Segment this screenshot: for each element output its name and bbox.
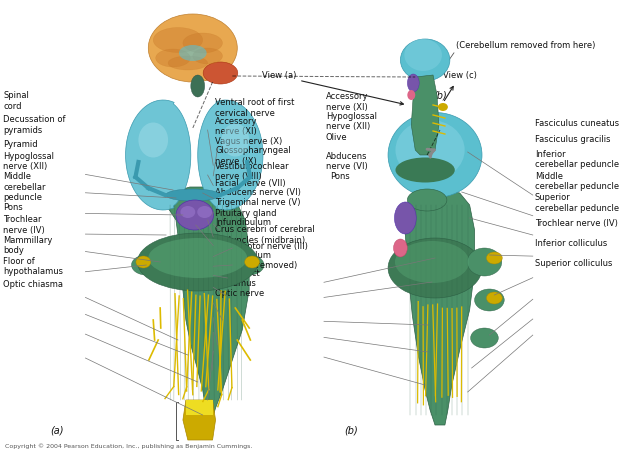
Ellipse shape [136,256,151,268]
Text: Superior colliculus: Superior colliculus [534,259,612,269]
Ellipse shape [407,189,447,211]
Ellipse shape [138,123,168,157]
Text: Inferior colliculus: Inferior colliculus [534,239,607,248]
Text: Infundibulum
(pituitary removed): Infundibulum (pituitary removed) [215,251,298,270]
Ellipse shape [467,248,502,276]
Ellipse shape [396,120,465,180]
Text: Fasciculus cuneatus: Fasciculus cuneatus [534,119,619,129]
Text: Oculomotor nerve (III): Oculomotor nerve (III) [215,242,308,252]
Ellipse shape [396,157,455,183]
Ellipse shape [388,112,482,197]
Ellipse shape [203,62,238,84]
Ellipse shape [395,241,469,283]
Ellipse shape [166,189,220,201]
Text: Floor of
hypothalamus: Floor of hypothalamus [3,257,63,276]
Polygon shape [405,190,475,425]
Text: Crus cerebri of cerebral
peduncles (midbrain): Crus cerebri of cerebral peduncles (midb… [215,225,315,245]
Text: Thalamus: Thalamus [215,279,256,288]
Text: View (c): View (c) [443,71,477,101]
Ellipse shape [470,328,499,348]
Text: Trochlear
nerve (IV): Trochlear nerve (IV) [3,215,45,235]
Text: Trigeminal nerve (V): Trigeminal nerve (V) [215,198,301,207]
Text: Spinal
cord: Spinal cord [3,91,29,111]
Ellipse shape [438,103,448,111]
Text: Ventral root of first
cervical nerve: Ventral root of first cervical nerve [215,98,294,118]
Text: View (a): View (a) [262,71,403,105]
Text: Facial nerve (VII): Facial nerve (VII) [215,179,286,188]
Text: Vagus nerve (X): Vagus nerve (X) [215,137,282,146]
Ellipse shape [404,39,442,71]
Text: Optic chiasma: Optic chiasma [3,280,63,289]
Ellipse shape [407,90,415,100]
Ellipse shape [193,48,223,64]
Ellipse shape [148,238,247,278]
Ellipse shape [234,255,264,275]
Text: Infundibulum: Infundibulum [215,218,271,227]
Text: Abducens
nerve (VI): Abducens nerve (VI) [326,152,367,171]
Polygon shape [186,400,212,415]
Ellipse shape [407,74,419,92]
Ellipse shape [153,28,203,52]
Text: Glossopharyngeal
nerve (IX): Glossopharyngeal nerve (IX) [215,146,291,166]
Text: Pons: Pons [330,172,350,181]
Ellipse shape [388,238,482,298]
Text: (b): (b) [344,426,358,436]
Text: Vestibulocochlear
nerve (VIII): Vestibulocochlear nerve (VIII) [215,162,290,181]
FancyArrowPatch shape [427,149,435,157]
Ellipse shape [183,33,223,53]
Text: Optic tract: Optic tract [215,269,260,278]
Ellipse shape [486,292,502,304]
Text: Inferior
cerebellar peduncle: Inferior cerebellar peduncle [534,150,619,169]
Text: Hypoglossal
nerve (XII): Hypoglossal nerve (XII) [3,152,54,171]
Ellipse shape [179,45,207,61]
Text: Olive: Olive [326,133,348,142]
Text: Pituitary gland: Pituitary gland [215,209,276,218]
Ellipse shape [131,255,161,275]
Ellipse shape [138,233,258,291]
Ellipse shape [156,49,190,67]
Polygon shape [412,75,439,155]
Polygon shape [183,400,216,440]
Text: Mammillary
body: Mammillary body [3,236,52,255]
Ellipse shape [180,206,195,218]
Text: Pons: Pons [3,203,23,212]
Text: Trochlear nerve (IV): Trochlear nerve (IV) [534,219,618,229]
Ellipse shape [394,202,416,234]
Text: Middle
cerebellar peduncle: Middle cerebellar peduncle [534,172,619,191]
Ellipse shape [168,56,207,70]
Ellipse shape [244,256,260,268]
Text: (a): (a) [50,426,64,436]
Text: Optic nerve: Optic nerve [215,289,264,298]
Ellipse shape [176,200,214,230]
Text: (Cerebellum removed from here): (Cerebellum removed from here) [456,41,595,50]
Ellipse shape [486,252,502,264]
Text: Abducens nerve (VI): Abducens nerve (VI) [215,188,301,197]
Text: (b): (b) [433,91,447,101]
Text: Accessory
nerve (XI): Accessory nerve (XI) [215,117,258,136]
Ellipse shape [475,289,504,311]
Text: Superior
cerebellar peduncle: Superior cerebellar peduncle [534,193,619,213]
Text: Fasciculus gracilis: Fasciculus gracilis [534,135,610,145]
Ellipse shape [191,75,205,97]
Polygon shape [198,100,263,210]
Text: Accessory
nerve (XI): Accessory nerve (XI) [326,92,369,112]
Ellipse shape [394,239,407,257]
Ellipse shape [148,14,237,82]
Text: Middle
cerebellar
peduncle: Middle cerebellar peduncle [3,173,45,202]
Text: Copyright © 2004 Pearson Education, Inc., publishing as Benjamin Cummings.: Copyright © 2004 Pearson Education, Inc.… [5,443,252,448]
Ellipse shape [401,39,450,81]
Polygon shape [160,187,249,418]
Text: Hypoglossal
nerve (XII): Hypoglossal nerve (XII) [326,112,377,131]
Polygon shape [125,100,191,210]
Ellipse shape [221,123,249,157]
Ellipse shape [197,206,212,218]
Text: Decussation of
pyramids: Decussation of pyramids [3,115,66,134]
Text: Pyramid: Pyramid [3,140,38,149]
